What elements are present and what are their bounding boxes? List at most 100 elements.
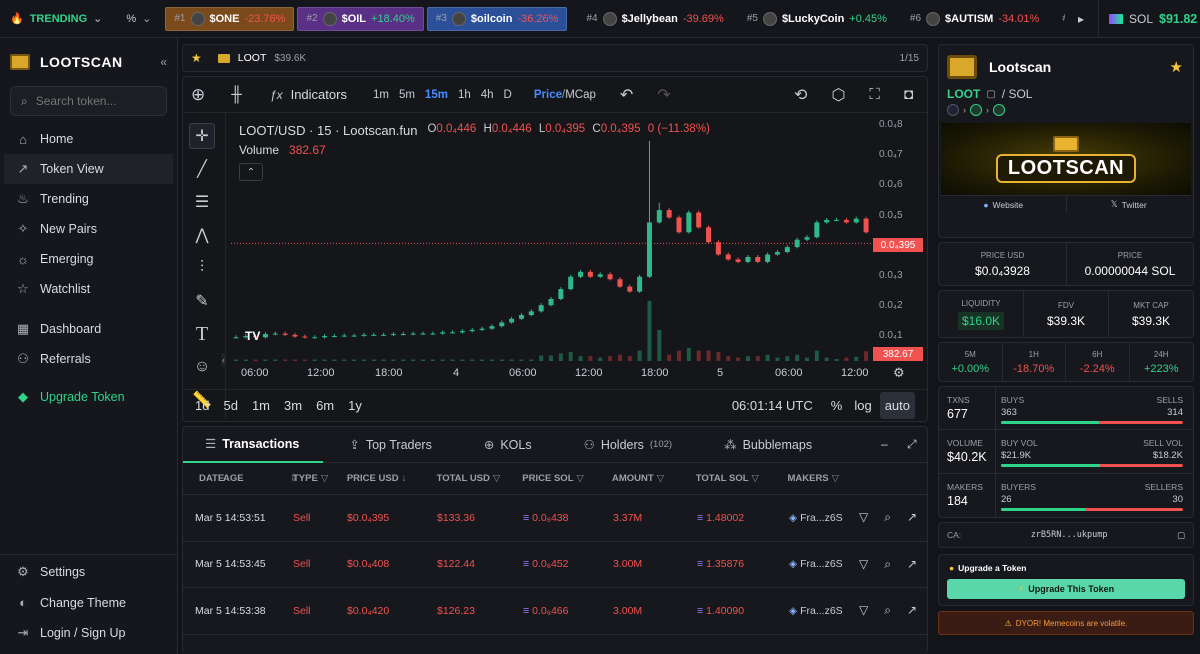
percent-dropdown[interactable]: % ⌄ xyxy=(112,0,165,38)
change-6h[interactable]: 6H -2.24% xyxy=(1066,343,1130,381)
sidebar-item-token-view[interactable]: ↗ Token View xyxy=(4,154,173,184)
ticker-item[interactable]: #1 $ONE -23.76% xyxy=(165,6,295,31)
ticker-item[interactable]: #7$SLIN xyxy=(1054,7,1065,31)
sidebar-item-emerging[interactable]: ☼ Emerging xyxy=(4,244,173,274)
tab-holders[interactable]: ⚇ Holders (102) xyxy=(558,427,698,463)
camera-icon[interactable]: ◘ xyxy=(903,86,913,103)
ticker-item[interactable]: #5 $LuckyCoin +0.45% xyxy=(739,7,895,31)
filter-maker-icon[interactable]: ▽ xyxy=(859,556,869,571)
price-chart[interactable] xyxy=(231,125,921,361)
column-header[interactable]: TYPE ▽ xyxy=(287,473,341,484)
brush-tool-icon[interactable]: ✎ xyxy=(195,293,209,310)
column-header[interactable]: AGE ⇕ xyxy=(217,473,298,484)
upgrade-this-token-button[interactable]: ⚡ Upgrade This Token xyxy=(947,579,1185,599)
collapse-sidebar-icon[interactable]: « xyxy=(160,55,167,69)
range-1d[interactable]: 1d xyxy=(195,398,210,413)
watchlist-star-icon[interactable]: ★ xyxy=(1169,59,1183,76)
range-5d[interactable]: 5d xyxy=(223,398,238,413)
column-header[interactable]: TOTAL SOL ▽ xyxy=(690,473,782,484)
log-scale-button[interactable]: log xyxy=(854,398,872,413)
open-external-icon[interactable]: ↗ xyxy=(906,510,918,525)
copy-icon[interactable]: ▢ xyxy=(986,88,996,100)
sidebar-item-new-pairs[interactable]: ✧ New Pairs xyxy=(4,214,173,244)
chart-settings-icon[interactable]: ⚙ xyxy=(893,365,905,380)
timeframe-15m[interactable]: 15m xyxy=(424,88,448,101)
tab-top-traders[interactable]: ⇪ Top Traders xyxy=(323,427,458,463)
emoji-tool-icon[interactable]: ☺ xyxy=(193,358,211,375)
sidebar-item-settings[interactable]: ⚙ Settings xyxy=(4,557,173,588)
sidebar-item-change-theme[interactable]: ◐ Change Theme xyxy=(4,588,173,619)
range-1y[interactable]: 1y xyxy=(348,398,362,413)
add-symbol-icon[interactable]: ⊕ xyxy=(191,84,206,104)
trending-dropdown[interactable]: 🔥 TRENDING ⌄ xyxy=(0,0,112,38)
range-3m[interactable]: 3m xyxy=(284,398,303,413)
column-header[interactable]: PRICE SOL ▽ xyxy=(516,473,606,484)
timeframe-4h[interactable]: 4h xyxy=(480,88,494,101)
scroll-right-icon[interactable]: ▸ xyxy=(1078,12,1085,26)
timeframe-D[interactable]: D xyxy=(503,88,512,101)
website-link[interactable]: ● Website xyxy=(941,196,1067,213)
ticker-item[interactable]: #3 $oilcoin -36.26% xyxy=(426,6,568,31)
tab-kols[interactable]: ⊕ KOLs xyxy=(458,427,558,463)
price-mcap-toggle[interactable]: Price/MCap xyxy=(534,89,596,101)
sidebar-item-dashboard[interactable]: ▦ Dashboard xyxy=(4,314,173,344)
column-header[interactable]: MAKERS ▽ xyxy=(781,473,927,484)
ticker-item[interactable]: #6 $AUTISM -34.01% xyxy=(902,7,1047,31)
auto-scale-button[interactable]: auto xyxy=(879,392,915,419)
minimize-icon[interactable]: – xyxy=(881,437,888,451)
open-external-icon[interactable]: ↗ xyxy=(906,556,918,571)
table-row[interactable]: Mar 5 14:53:51 Sell $0.0₄395 $133.36 ≡ 0.0₆43… xyxy=(183,495,927,542)
change-1h[interactable]: 1H -18.70% xyxy=(1003,343,1066,381)
crosshair-tool-icon[interactable]: ✛ xyxy=(189,123,215,149)
twitter-link[interactable]: 𝕏 Twitter xyxy=(1067,196,1192,213)
sidebar-item-login-sign-up[interactable]: ⇥ Login / Sign Up xyxy=(4,618,173,649)
replay-icon[interactable]: ⟲ xyxy=(794,86,808,104)
tab-transactions[interactable]: ☰ Transactions xyxy=(183,427,324,463)
settings-hexagon-icon[interactable]: ⬡ xyxy=(831,86,846,104)
row-maker[interactable]: ◈ Fra...z6S xyxy=(783,558,853,570)
copy-address-icon[interactable]: ▢ xyxy=(1176,529,1185,540)
projection-tool-icon[interactable]: ⫶ xyxy=(199,259,204,276)
row-maker[interactable]: ◈ Fra...z6S xyxy=(783,512,853,524)
text-tool-icon[interactable]: T xyxy=(195,322,209,345)
timeframe-5m[interactable]: 5m xyxy=(398,88,415,101)
collapse-legend-button[interactable]: ⌃ xyxy=(239,163,263,181)
filter-maker-icon[interactable]: ▽ xyxy=(859,603,869,618)
tab-bubblemaps[interactable]: ⁂ Bubblemaps xyxy=(698,427,838,463)
sidebar-item-home[interactable]: ⌂ Home xyxy=(4,124,173,154)
range-1m[interactable]: 1m xyxy=(251,398,270,413)
sidebar-item-trending[interactable]: ♨ Trending xyxy=(4,184,173,214)
column-header[interactable]: TOTAL USD ▽ xyxy=(431,473,517,484)
change-24h[interactable]: 24H +223% xyxy=(1130,343,1194,381)
indicators-button[interactable]: ƒx Indicators xyxy=(270,87,347,102)
undo-icon[interactable]: ↶ xyxy=(619,86,634,104)
search-input[interactable] xyxy=(35,94,156,108)
sidebar-item-upgrade-token[interactable]: ◆ Upgrade Token xyxy=(4,382,173,412)
redo-icon[interactable]: ↷ xyxy=(657,86,671,104)
sidebar-item-watchlist[interactable]: ☆ Watchlist xyxy=(4,274,173,304)
pattern-tool-icon[interactable]: ⋀ xyxy=(195,227,209,244)
change-5m[interactable]: 5M +0.00% xyxy=(939,343,1003,381)
search-maker-icon[interactable]: ⌕ xyxy=(884,556,891,571)
candles-icon[interactable]: ╫ xyxy=(231,86,242,103)
table-row[interactable]: Mar 5 14:53:45 Sell $0.0₄408 $122.44 ≡ 0.0₆45… xyxy=(183,542,927,588)
time-axis[interactable]: 06:00 12:00 18:00 4 06:00 12:00 18:00 5 06:00 12:… xyxy=(231,365,881,383)
ticker-item[interactable]: #2 $OIL +18.40% xyxy=(297,6,424,31)
fib-tool-icon[interactable]: ☰ xyxy=(194,194,210,211)
open-external-icon[interactable]: ↗ xyxy=(906,603,918,618)
column-header[interactable]: AMOUNT ▽ xyxy=(606,473,690,484)
ruler-tool-icon[interactable]: 📏 xyxy=(192,392,212,409)
search-box[interactable]: ⌕ xyxy=(10,86,167,116)
column-header[interactable]: PRICE USD ↓ xyxy=(341,473,431,484)
star-icon[interactable]: ★ xyxy=(191,51,202,65)
table-row[interactable]: Mar 5 14:53:38 Sell $0.0₄420 $126.23 ≡ 0.0₆46… xyxy=(183,588,927,635)
timeframe-1h[interactable]: 1h xyxy=(457,88,471,101)
search-maker-icon[interactable]: ⌕ xyxy=(884,510,891,525)
timeframe-1m[interactable]: 1m xyxy=(372,88,389,101)
collapse-toolbar-icon[interactable]: ‹ xyxy=(221,353,226,367)
trendline-tool-icon[interactable]: ╱ xyxy=(197,161,207,178)
row-maker[interactable]: ◈ Fra...z6S xyxy=(783,605,853,617)
range-6m[interactable]: 6m xyxy=(316,398,335,413)
search-maker-icon[interactable]: ⌕ xyxy=(884,603,891,618)
expand-icon[interactable]: ⤢ xyxy=(907,437,917,451)
